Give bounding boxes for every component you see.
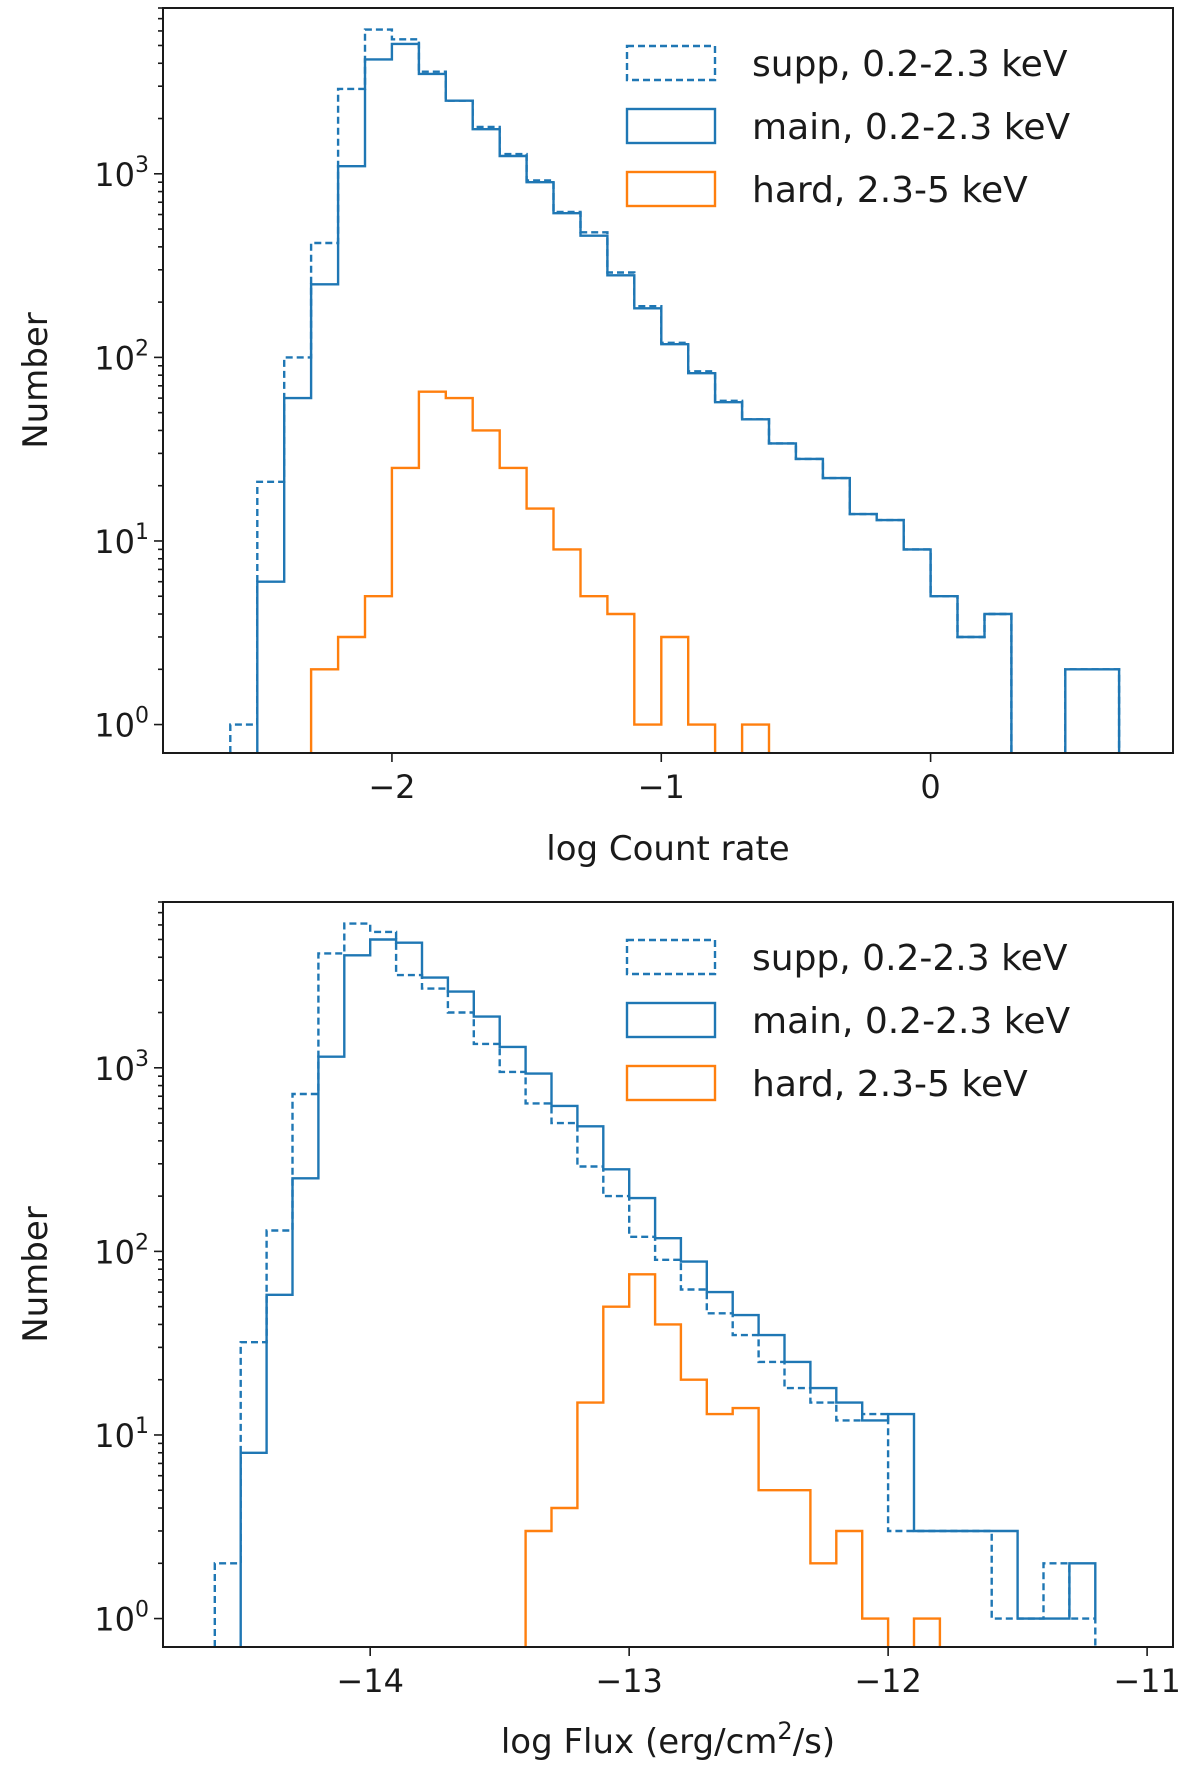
- series-main-histogram: [239, 938, 1097, 1647]
- series-hard-histogram: [309, 390, 771, 753]
- legend-label: hard, 2.3-5 keV: [752, 170, 1028, 211]
- y-tick-label: 103: [94, 153, 149, 194]
- legend-swatch: [625, 170, 717, 208]
- chart-panel-2: −14 −13 −12 −11 100 101 102 103 log Flux (erg/cm…: [16, 901, 1181, 1762]
- x-tick-label: −2: [368, 768, 415, 806]
- chart-panel-1: −2 −1 0 100 101 102 103 log Count rate Number sup…: [16, 7, 1174, 869]
- y-tick-label: 100: [94, 1598, 149, 1639]
- legend: supp, 0.2-2.3 keV main, 0.2-2.3 keV hard, …: [625, 938, 1070, 1105]
- x-axis-label: log Flux (erg/cm2/s): [501, 1717, 835, 1762]
- y-tick-label: 103: [94, 1047, 149, 1088]
- y-tick-label: 100: [94, 704, 149, 745]
- series-hard-histogram: [524, 1273, 942, 1647]
- y-axis-label: Number: [16, 1206, 56, 1343]
- plot-frame: [162, 7, 1174, 754]
- legend-swatch: [625, 107, 717, 145]
- y-tick-label: 101: [94, 520, 149, 561]
- series-group: [229, 28, 1121, 753]
- x-tick-label: 0: [920, 768, 940, 806]
- legend-label: hard, 2.3-5 keV: [752, 1064, 1028, 1105]
- legend-swatch: [625, 938, 717, 976]
- x-tick-label: −13: [595, 1662, 663, 1700]
- x-tick-label: −12: [854, 1662, 922, 1700]
- legend-label: supp, 0.2-2.3 keV: [752, 44, 1068, 85]
- y-tick-label: 102: [94, 1230, 149, 1271]
- legend-label: main, 0.2-2.3 keV: [752, 107, 1070, 148]
- legend-swatch: [625, 1064, 717, 1102]
- legend-swatch: [625, 1001, 717, 1039]
- plot-frame: [162, 901, 1174, 1648]
- x-tick-label: −11: [1113, 1662, 1181, 1700]
- legend-label: supp, 0.2-2.3 keV: [752, 938, 1068, 979]
- legend-swatch: [625, 44, 717, 82]
- y-tick-label: 102: [94, 336, 149, 377]
- x-tick-label: −1: [638, 768, 685, 806]
- x-axis-label: log Count rate: [546, 829, 789, 869]
- legend: supp, 0.2-2.3 keV main, 0.2-2.3 keV hard, …: [625, 44, 1070, 211]
- series-group: [213, 922, 1097, 1647]
- x-tick-label: −14: [336, 1662, 404, 1700]
- y-tick-label: 101: [94, 1414, 149, 1455]
- series-main-histogram: [256, 42, 1121, 753]
- y-axis-label: Number: [16, 312, 56, 449]
- legend-label: main, 0.2-2.3 keV: [752, 1001, 1070, 1042]
